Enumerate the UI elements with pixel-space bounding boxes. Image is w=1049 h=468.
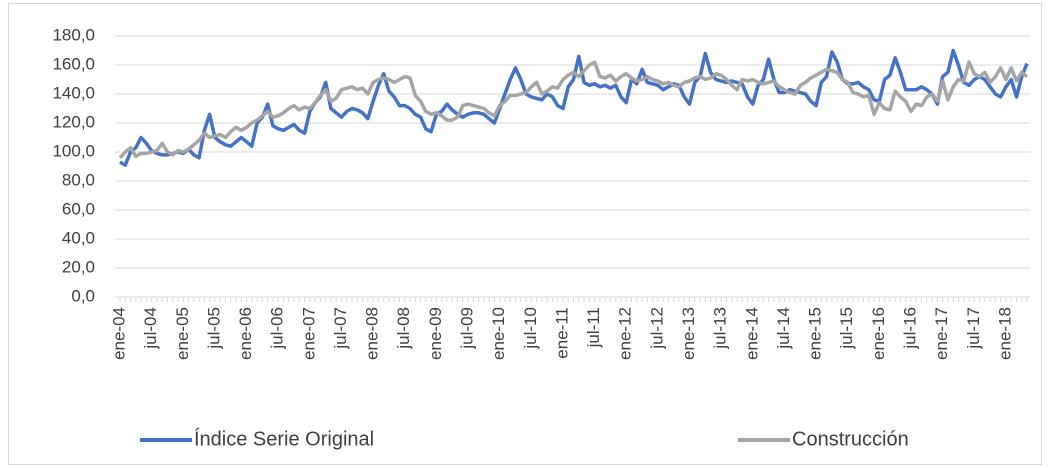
y-tick-label: 100,0 [52,141,95,160]
line-series [118,60,1029,159]
y-tick-label: 20,0 [62,257,95,276]
chart-border [8,3,1042,465]
y-tick-label: 140,0 [52,83,95,102]
legend-label: Construcción [792,428,909,450]
line-series [119,48,1029,167]
y-tick-label: 120,0 [52,112,95,131]
x-tick-label: ene-04 [109,307,128,360]
x-tick-label: jul-06 [268,307,287,350]
x-tick-label: jul-16 [900,307,919,350]
x-tick-label: ene-08 [363,307,382,360]
x-tick-label: jul-07 [331,307,350,350]
y-tick-label: 80,0 [62,170,95,189]
x-tick-label: jul-08 [394,307,413,350]
x-tick-label: jul-09 [458,307,477,350]
x-tick-label: jul-15 [837,307,856,350]
x-tick-label: ene-06 [236,307,255,360]
x-tick-label: jul-13 [711,307,730,350]
x-tick-label: jul-17 [964,307,983,350]
x-tick-label: ene-09 [426,307,445,360]
y-tick-label: 40,0 [62,228,95,247]
x-tick-label: ene-18 [995,307,1014,360]
x-tick-label: jul-12 [647,307,666,350]
x-tick-label: ene-15 [806,307,825,360]
y-tick-label: 0,0 [71,286,95,305]
x-tick-label: jul-10 [521,307,540,350]
y-tick-label: 180,0 [52,25,95,44]
x-tick-label: jul-11 [584,307,603,348]
x-tick-label: ene-14 [742,307,761,360]
y-tick-label: 60,0 [62,199,95,218]
x-tick-label: ene-05 [173,307,192,360]
x-tick-label: ene-13 [679,307,698,360]
y-tick-label: 160,0 [52,54,95,73]
x-tick-label: ene-12 [616,307,635,360]
x-tick-label: jul-04 [141,307,160,350]
x-tick-label: ene-07 [299,307,318,360]
x-tick-label: jul-14 [774,307,793,350]
x-tick-label: ene-16 [869,307,888,360]
x-tick-label: ene-10 [489,307,508,360]
x-tick-label: ene-17 [932,307,951,360]
legend-label: Índice Serie Original [194,427,374,450]
x-tick-label: ene-11 [552,307,571,359]
x-tick-label: jul-05 [204,307,223,350]
